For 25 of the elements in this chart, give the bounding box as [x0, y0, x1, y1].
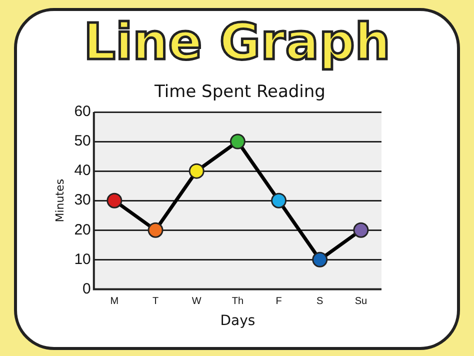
- x-tick-label: M: [110, 296, 119, 307]
- y-tick-label: 0: [82, 280, 91, 298]
- chart-subtitle: Time Spent Reading: [154, 82, 326, 102]
- x-axis-title: Days: [220, 313, 256, 330]
- y-tick-label: 20: [74, 221, 91, 238]
- x-tick-label: Su: [354, 296, 368, 307]
- y-tick-label: 30: [74, 192, 91, 209]
- y-tick-label: 40: [74, 162, 91, 180]
- point: [353, 222, 369, 238]
- x-tick-label: W: [192, 296, 202, 307]
- y-tick-label: 10: [74, 250, 91, 268]
- y-tick-label: 50: [74, 132, 91, 150]
- point: [312, 252, 328, 268]
- x-tick-label: S: [316, 296, 324, 307]
- chart-title: Line Graph: [82, 13, 392, 71]
- y-tick-label: 60: [74, 103, 91, 120]
- x-tick-label: T: [152, 296, 159, 307]
- point: [188, 163, 204, 179]
- point: [148, 222, 164, 238]
- x-tick-label: Th: [232, 296, 244, 307]
- point: [271, 192, 287, 208]
- point: [230, 134, 246, 150]
- point: [106, 192, 122, 208]
- x-tick-label: F: [276, 296, 282, 307]
- y-axis-title: Minutes: [53, 178, 66, 222]
